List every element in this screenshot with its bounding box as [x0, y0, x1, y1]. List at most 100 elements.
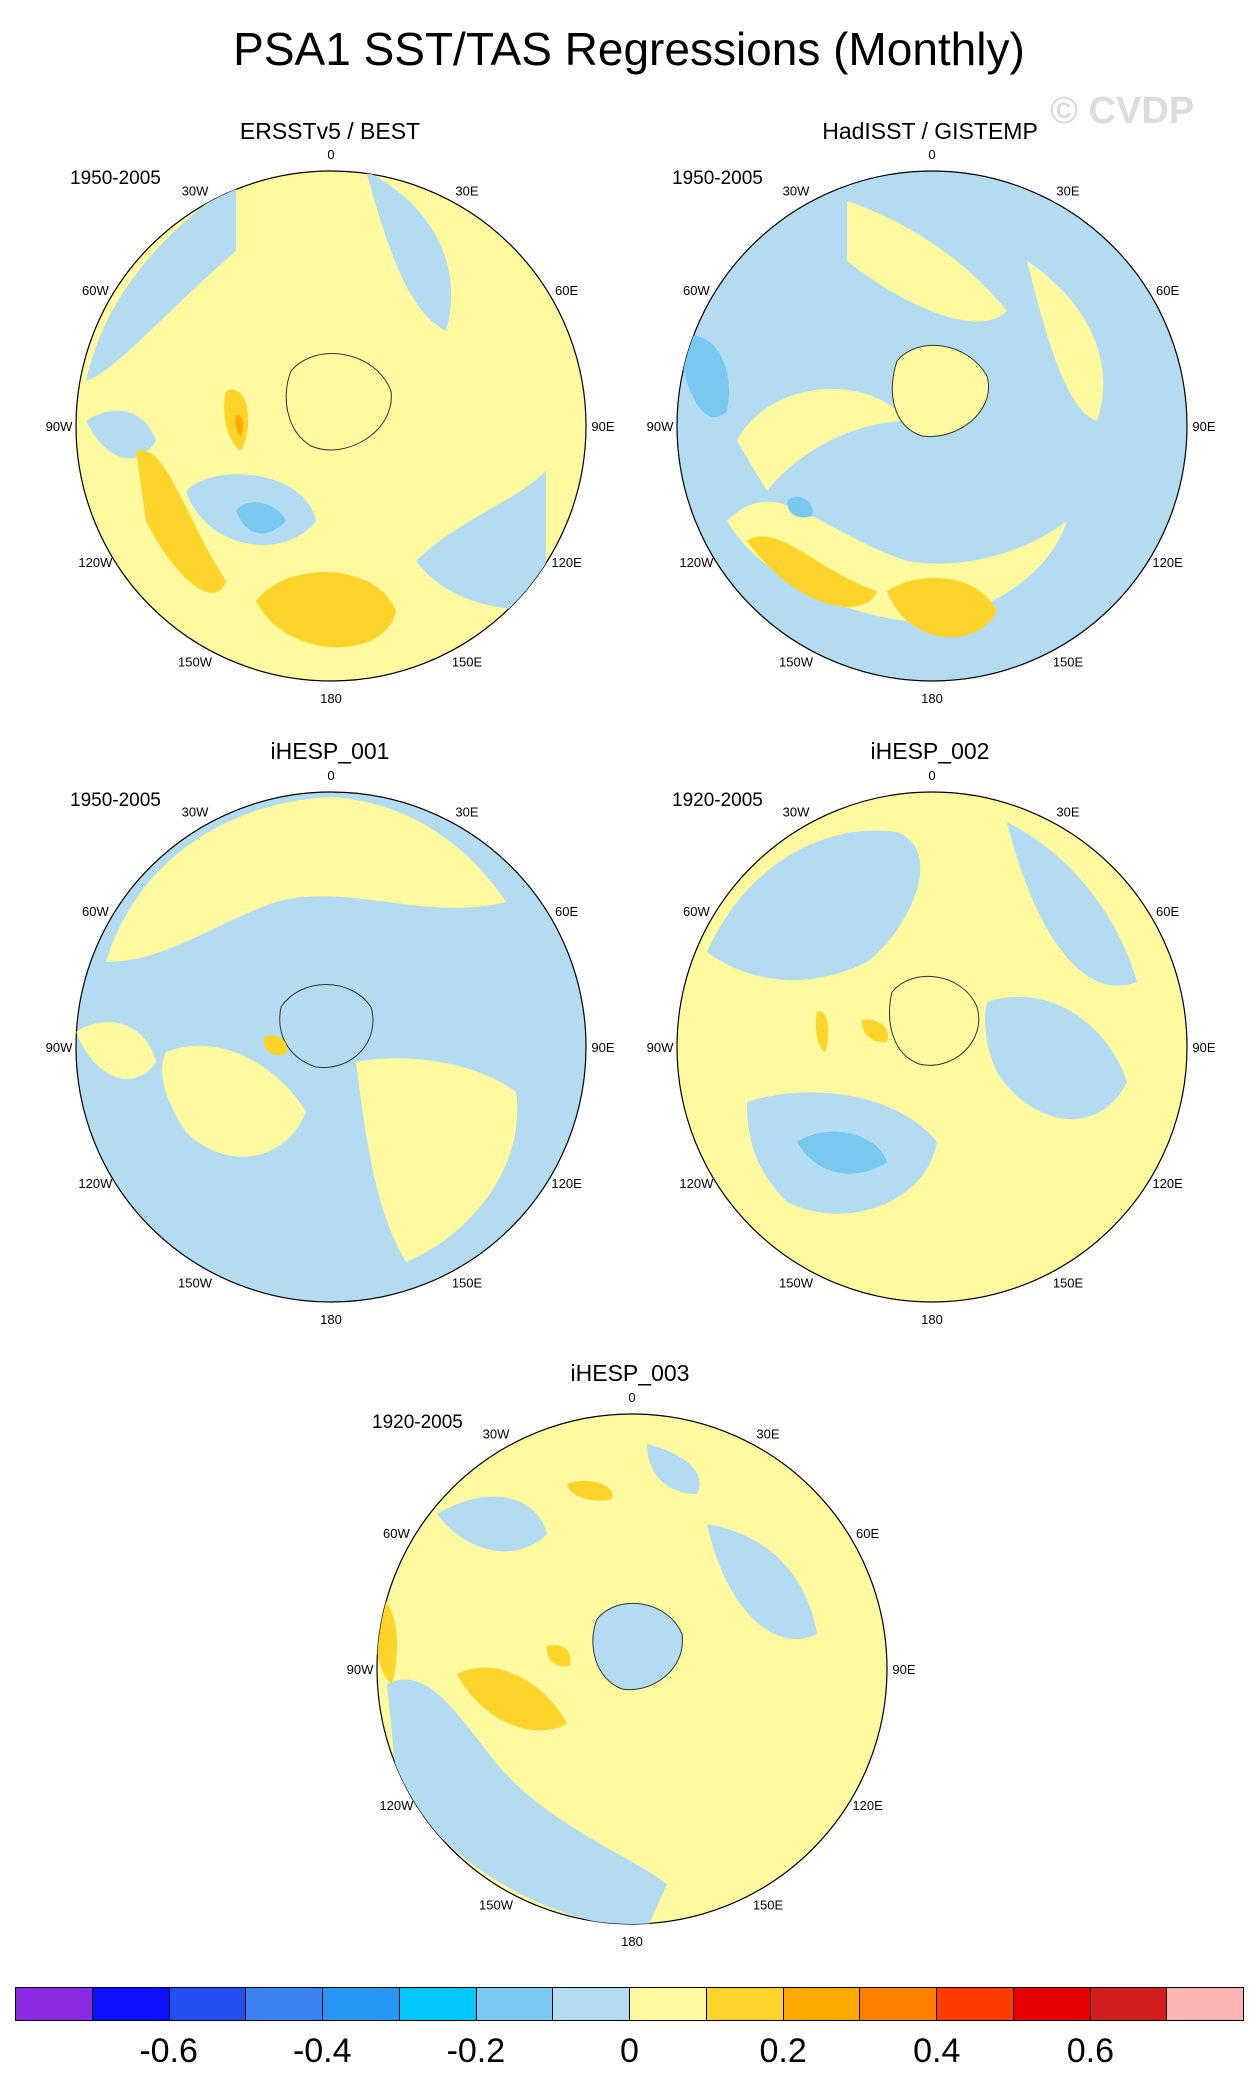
panel-title-5: iHESP_003: [570, 1360, 690, 1386]
longitude-label: 120W: [78, 1176, 113, 1191]
longitude-label: 60E: [555, 904, 578, 919]
colorbar-tick-label: -0.6: [139, 2032, 198, 2070]
longitude-label: 120W: [78, 555, 113, 570]
longitude-label: 0: [928, 147, 935, 162]
longitude-label: 0: [928, 768, 935, 783]
longitude-label: 120E: [551, 555, 582, 570]
figure-title: PSA1 SST/TAS Regressions (Monthly): [233, 23, 1025, 75]
longitude-label: 150E: [1053, 655, 1084, 670]
longitude-label: 180: [921, 1312, 943, 1327]
colorbar-swatch: [1013, 1988, 1091, 2020]
colorbar-swatch: [476, 1988, 554, 2020]
longitude-label: 90E: [1192, 419, 1215, 434]
colorbar-swatch: [706, 1988, 784, 2020]
longitude-label: 150W: [479, 1898, 514, 1913]
panel-period-5: 1920-2005: [372, 1412, 463, 1433]
panel-title-2: HadISST / GISTEMP: [822, 118, 1038, 144]
colorbar-swatch: [1167, 1988, 1243, 2020]
colorbar-swatch: [783, 1988, 861, 2020]
longitude-label: 90W: [647, 419, 674, 434]
longitude-label: 150W: [178, 655, 213, 670]
longitude-label: 0: [327, 768, 334, 783]
longitude-label: 90W: [46, 1040, 73, 1055]
longitude-label: 30E: [1056, 183, 1079, 198]
longitude-label: 60W: [82, 904, 109, 919]
longitude-label: 150E: [452, 1276, 483, 1291]
colorbar-tick-label: -0.2: [446, 2032, 506, 2070]
colorbar-swatch: [399, 1988, 477, 2020]
longitude-label: 150E: [452, 655, 483, 670]
longitude-label: 90E: [591, 419, 614, 434]
polar-map-4: 0 30E 60E 90E 120E 150E 180 150W 120W 90W 60W 30W: [647, 762, 1217, 1332]
longitude-label: 90E: [591, 1040, 614, 1055]
colorbar-swatch: [92, 1988, 170, 2020]
longitude-label: 60W: [683, 904, 710, 919]
longitude-label: 120W: [679, 555, 714, 570]
colorbar-tick-label: 0.2: [759, 2032, 807, 2070]
longitude-label: 30E: [455, 183, 478, 198]
panel-period-1: 1950-2005: [70, 168, 161, 189]
colorbar-tick-label: 0: [620, 2032, 639, 2070]
longitude-label: 120E: [551, 1176, 582, 1191]
watermark: © CVDP: [1050, 90, 1195, 132]
colorbar-swatch: [860, 1988, 937, 2020]
longitude-label: 60E: [1156, 283, 1179, 298]
longitude-label: 120E: [852, 1798, 883, 1813]
panel-title-4: iHESP_002: [870, 738, 990, 764]
longitude-label: 90W: [647, 1040, 674, 1055]
polar-map-2: 0 30E 60E 90E 120E 150E 180 150W 120W 90W 60W 30W: [647, 141, 1217, 711]
longitude-label: 150W: [178, 1276, 213, 1291]
longitude-label: 150W: [779, 1276, 814, 1291]
longitude-label: 60E: [856, 1526, 879, 1541]
colorbar-tick-label: 0.6: [1066, 2032, 1114, 2070]
longitude-label: 90W: [46, 419, 73, 434]
longitude-label: 150E: [753, 1898, 784, 1913]
longitude-label: 30E: [756, 1426, 779, 1441]
polar-map-3: 0 30E 60E 90E 120E 150E 180 150W 120W 90W 60W 30W: [46, 762, 616, 1332]
longitude-label: 30W: [483, 1426, 510, 1441]
longitude-label: 60W: [683, 283, 710, 298]
longitude-label: 60E: [555, 283, 578, 298]
longitude-label: 180: [621, 1934, 643, 1949]
longitude-label: 60E: [1156, 904, 1179, 919]
longitude-label: 30W: [783, 804, 810, 819]
colorbar-swatch: [553, 1988, 630, 2020]
longitude-label: 180: [320, 691, 342, 706]
colorbar-swatch: [630, 1988, 707, 2020]
longitude-label: 30W: [182, 183, 209, 198]
colorbar-swatch: [323, 1988, 400, 2020]
longitude-label: 0: [628, 1390, 635, 1405]
panel-period-3: 1950-2005: [70, 790, 161, 811]
longitude-label: 150W: [779, 655, 814, 670]
panel-title-3: iHESP_001: [270, 738, 390, 764]
colorbar-swatch: [1090, 1988, 1168, 2020]
longitude-label: 30W: [182, 804, 209, 819]
longitude-label: 120W: [679, 1176, 714, 1191]
colorbar-swatch: [16, 1988, 93, 2020]
longitude-label: 30E: [1056, 804, 1079, 819]
longitude-label: 60W: [383, 1526, 410, 1541]
longitude-label: 90E: [1192, 1040, 1215, 1055]
panel-period-4: 1920-2005: [672, 790, 763, 811]
longitude-label: 90W: [347, 1662, 374, 1677]
longitude-label: 180: [320, 1312, 342, 1327]
polar-map-5: 0 30E 60E 90E 120E 150E 180 150W 120W 90W 60W 30W: [347, 1384, 917, 1954]
longitude-label: 0: [327, 147, 334, 162]
colorbar-swatch: [169, 1988, 247, 2020]
colorbar-swatch: [937, 1988, 1014, 2020]
panel-title-1: ERSSTv5 / BEST: [239, 118, 421, 144]
longitude-label: 90E: [892, 1662, 915, 1677]
colorbar-swatch: [246, 1988, 323, 2020]
polar-map-1: 0 30E 60E 90E 120E 150E 180 150W 120W 90W 60W 30W: [46, 141, 616, 711]
colorbar: [15, 1987, 1244, 2021]
longitude-label: 150E: [1053, 1276, 1084, 1291]
longitude-label: 30W: [783, 183, 810, 198]
colorbar-tick-label: -0.4: [292, 2032, 352, 2070]
colorbar-tick-label: 0.4: [913, 2032, 961, 2070]
panel-period-2: 1950-2005: [672, 168, 763, 189]
longitude-label: 180: [921, 691, 943, 706]
longitude-label: 120W: [379, 1798, 414, 1813]
longitude-label: 120E: [1152, 555, 1183, 570]
longitude-label: 60W: [82, 283, 109, 298]
longitude-label: 120E: [1152, 1176, 1183, 1191]
